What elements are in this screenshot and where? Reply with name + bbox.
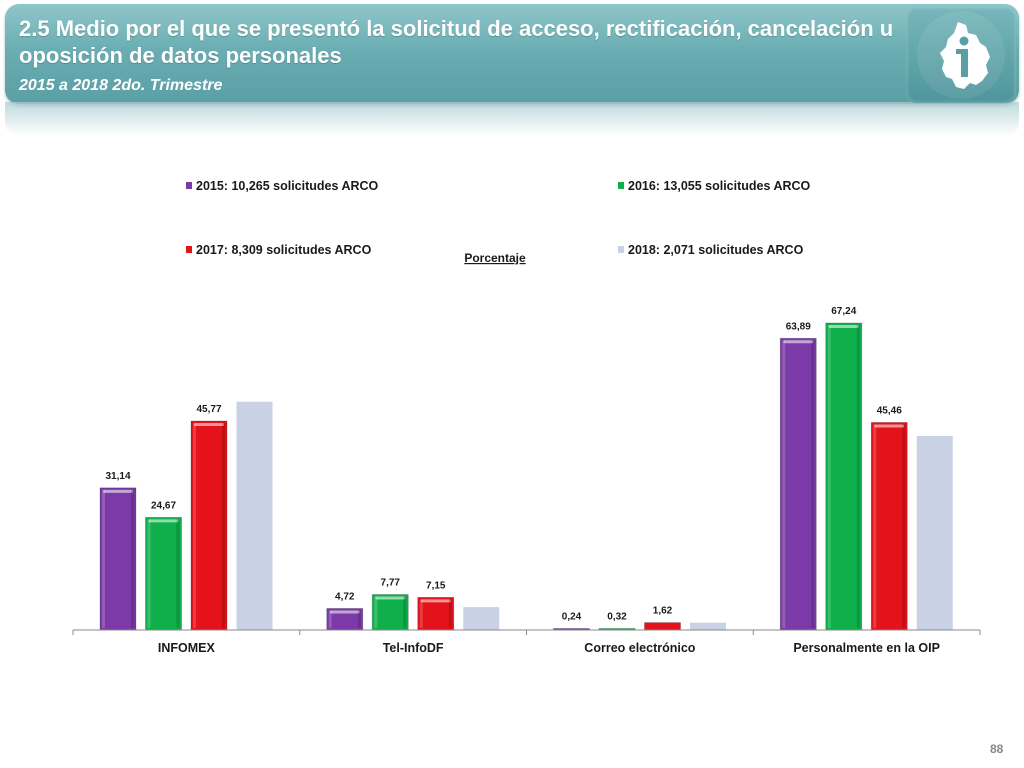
data-label: 7,77 (381, 578, 401, 589)
bar-highlight (148, 519, 179, 523)
data-label: 1,62 (653, 606, 673, 617)
legend-label: 2018: 2,071 solicitudes ARCO (628, 243, 804, 257)
bar-shade (176, 519, 180, 628)
bar-highlight (873, 424, 877, 628)
data-label: 67,24 (831, 306, 856, 317)
bar-highlight (193, 423, 196, 628)
legend-label: 2017: 8,309 solicitudes ARCO (196, 243, 372, 257)
x-tick-label: Personalmente en la OIP (793, 641, 940, 655)
slide-subtitle: 2015 a 2018 2do. Trimestre (19, 77, 223, 94)
bar (825, 322, 863, 631)
bar-highlight (374, 596, 378, 628)
legend-swatch (186, 246, 192, 253)
legend-swatch (618, 182, 624, 189)
bar (644, 622, 681, 631)
bar-highlight (375, 596, 406, 600)
data-label: 0,24 (562, 612, 582, 623)
bar-highlight (147, 519, 151, 628)
x-tick-label: Correo electrónico (584, 641, 696, 655)
bar-shade (448, 599, 452, 628)
bar (371, 594, 409, 631)
legend-swatch (618, 246, 624, 253)
bar (690, 622, 726, 630)
data-label: 63,89 (786, 321, 811, 332)
chart-title: Porcentaje (464, 251, 526, 265)
data-label: 0,32 (607, 612, 627, 623)
data-label: 45,77 (196, 404, 221, 415)
data-label: 7,15 (426, 580, 446, 591)
bar-highlight (329, 610, 360, 614)
bar (779, 337, 817, 631)
bar-shade (811, 340, 815, 628)
bar-shade (856, 325, 860, 628)
bar (145, 516, 182, 631)
legend-label: 2015: 10,265 solicitudes ARCO (196, 179, 379, 193)
bar-highlight (102, 489, 105, 628)
bar-highlight (782, 340, 786, 628)
bar-shade (403, 596, 407, 628)
slide-title: 2.5 Medio por el que se presentó la soli… (19, 16, 894, 68)
bar-highlight (828, 325, 859, 328)
bar (99, 487, 137, 631)
data-label: 24,67 (151, 500, 176, 511)
bar (417, 596, 455, 631)
bar-highlight (827, 325, 831, 628)
mexico-city-info-icon (906, 7, 1016, 103)
data-label: 45,46 (877, 405, 902, 416)
legend-label: 2016: 13,055 solicitudes ARCO (628, 179, 811, 193)
bar-highlight (783, 340, 814, 344)
bar-shade (357, 610, 361, 628)
bar (190, 420, 228, 631)
data-label: 31,14 (105, 471, 130, 482)
title-banner (5, 4, 1019, 104)
bar (870, 422, 908, 631)
bar (236, 401, 273, 630)
bar (463, 607, 500, 630)
legend-swatch (186, 182, 192, 189)
data-label: 4,72 (335, 591, 355, 602)
page-number: 88 (990, 742, 1004, 756)
bar-shade (131, 489, 134, 628)
x-tick-label: INFOMEX (158, 641, 216, 655)
bar-highlight (874, 424, 905, 428)
bar-highlight (419, 599, 423, 628)
bar-shade (902, 424, 906, 628)
bar-highlight (420, 599, 451, 603)
banner-shadow (5, 102, 1019, 136)
bar (916, 435, 953, 630)
bar-highlight (194, 423, 224, 427)
bar-shade (222, 423, 225, 628)
bar-highlight (103, 489, 133, 493)
bar-highlight (328, 610, 332, 628)
x-tick-label: Tel-InfoDF (383, 641, 444, 655)
